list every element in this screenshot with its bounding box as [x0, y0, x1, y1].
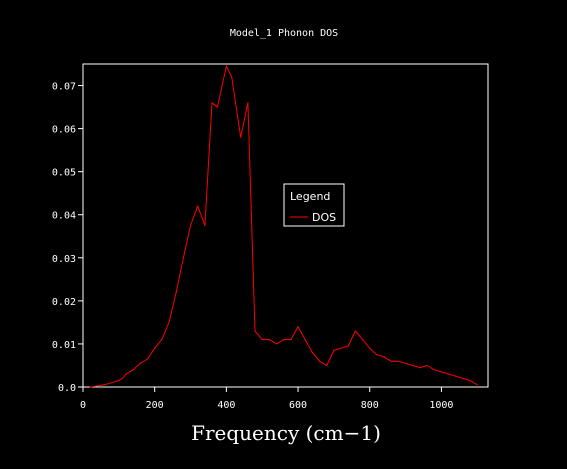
data-point	[347, 345, 349, 347]
data-point	[161, 339, 163, 341]
y-tick-label: 0.0	[58, 383, 76, 394]
data-point	[397, 360, 399, 362]
y-tick-label: 0.04	[52, 211, 76, 222]
y-tick-label: 0.03	[52, 254, 76, 265]
data-point	[390, 360, 392, 362]
data-point	[197, 205, 199, 207]
data-point	[225, 65, 227, 67]
series-line-dos	[90, 65, 478, 388]
y-axis: 0.0 0.01 0.02 0.03 0.04 0.05 0.06 0.07	[52, 82, 83, 394]
legend-title: Legend	[290, 190, 330, 203]
x-tick-label: 600	[289, 400, 307, 411]
data-point	[168, 321, 170, 323]
data-point	[362, 339, 364, 341]
data-point	[240, 136, 242, 138]
data-point	[132, 369, 134, 371]
x-tick-label: 200	[146, 400, 164, 411]
data-point	[283, 339, 285, 341]
data-point	[455, 375, 457, 377]
data-point	[297, 326, 299, 328]
data-point	[275, 343, 278, 345]
legend-box	[283, 183, 345, 227]
data-point	[376, 354, 378, 356]
data-point	[182, 257, 184, 259]
data-point	[304, 339, 306, 341]
data-point	[290, 339, 292, 341]
y-tick-label: 0.06	[52, 125, 76, 136]
data-point	[326, 364, 328, 367]
x-axis: 0 200 400 600 800 1000	[80, 387, 453, 411]
data-point	[419, 367, 421, 369]
data-point	[175, 291, 177, 293]
data-point	[103, 384, 106, 386]
data-point	[383, 356, 385, 358]
data-point	[139, 362, 141, 364]
data-point	[268, 339, 270, 341]
data-point	[146, 358, 149, 360]
data-point	[333, 349, 335, 351]
data-point	[476, 384, 478, 386]
x-tick-label: 800	[361, 400, 379, 411]
data-point	[340, 347, 342, 349]
data-point	[318, 360, 321, 362]
data-point	[462, 377, 464, 379]
data-point	[89, 386, 91, 388]
legend-label-dos: DOS	[312, 211, 336, 224]
data-point	[354, 330, 356, 332]
x-tick-label: 1000	[429, 400, 453, 411]
data-point	[204, 224, 206, 227]
data-point	[111, 382, 113, 384]
x-axis-label: Frequency (cm−1)	[191, 421, 381, 445]
data-point	[405, 362, 407, 364]
y-tick-label: 0.07	[52, 82, 76, 93]
data-point	[440, 371, 442, 373]
legend: Legend DOS	[283, 183, 345, 227]
x-tick-label: 0	[80, 400, 86, 411]
data-point	[118, 379, 120, 382]
data-point	[121, 377, 123, 379]
data-point	[125, 373, 127, 375]
y-tick-label: 0.05	[52, 168, 76, 179]
plot-frame	[82, 63, 489, 388]
data-point	[254, 330, 256, 332]
chart-title: Model_1 Phonon DOS	[230, 28, 338, 39]
data-point	[469, 379, 471, 382]
data-point	[448, 373, 450, 375]
data-point	[189, 224, 192, 227]
data-point	[211, 102, 213, 104]
data-point	[247, 102, 249, 104]
data-point	[433, 369, 435, 371]
series-layer	[89, 65, 478, 388]
data-point	[231, 76, 233, 78]
data-point	[311, 351, 313, 354]
y-tick-label: 0.01	[52, 340, 76, 351]
data-point	[369, 347, 371, 349]
data-point	[216, 106, 218, 108]
data-point	[154, 347, 156, 349]
data-point	[412, 364, 414, 367]
y-tick-label: 0.02	[52, 297, 76, 308]
data-point	[426, 364, 428, 367]
data-point	[261, 339, 263, 341]
x-tick-label: 400	[217, 400, 235, 411]
